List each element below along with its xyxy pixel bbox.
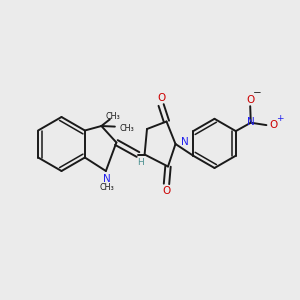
Text: +: +: [276, 114, 284, 123]
Text: O: O: [157, 93, 165, 103]
Text: CH₃: CH₃: [99, 183, 114, 192]
Text: −: −: [252, 88, 261, 98]
Text: O: O: [269, 119, 277, 130]
Text: CH₃: CH₃: [120, 124, 135, 133]
Text: N: N: [247, 117, 255, 127]
Text: O: O: [162, 185, 171, 196]
Text: H: H: [137, 158, 144, 167]
Text: N: N: [182, 136, 189, 147]
Text: CH₃: CH₃: [105, 112, 120, 121]
Text: O: O: [246, 94, 254, 105]
Text: N: N: [103, 174, 110, 184]
